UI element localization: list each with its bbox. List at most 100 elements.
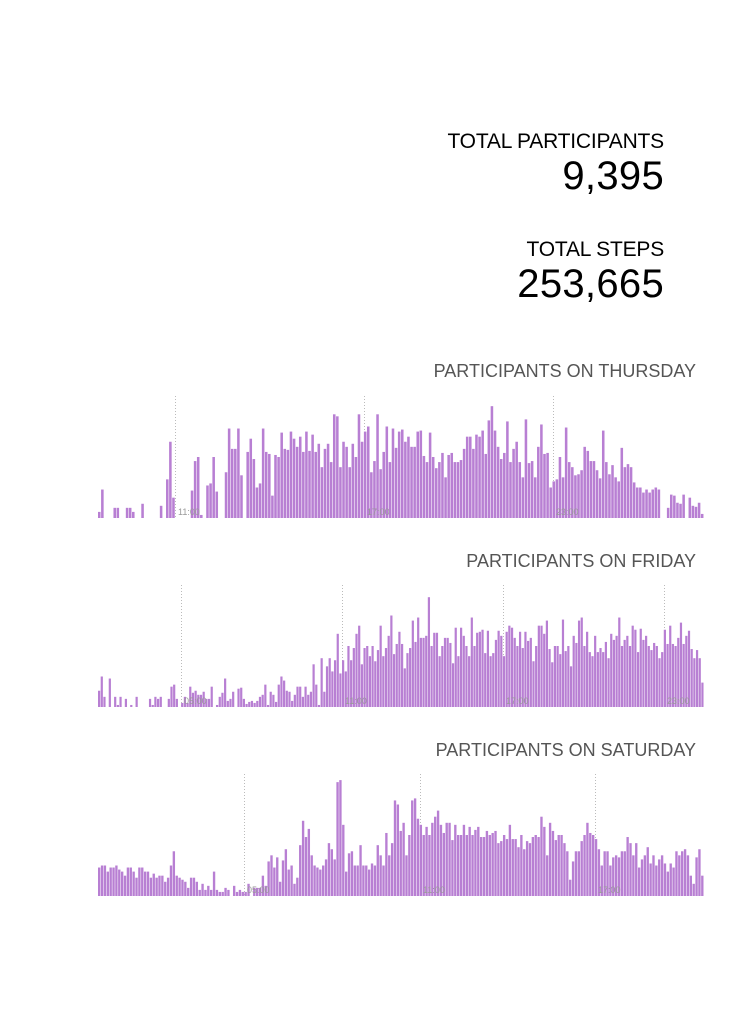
thursday-bar <box>571 467 574 518</box>
friday-bar <box>473 646 476 707</box>
thursday-bar <box>249 438 253 518</box>
friday-bar <box>556 646 559 707</box>
thursday-bar <box>688 497 692 518</box>
friday-bar <box>119 696 122 707</box>
friday-bar <box>505 631 508 707</box>
friday-bar <box>218 696 221 707</box>
total-steps-label: TOTAL STEPS <box>526 238 665 261</box>
thursday-bar <box>397 431 401 518</box>
friday-bar <box>202 691 205 707</box>
saturday-bar <box>554 840 558 896</box>
friday-bar <box>529 637 532 707</box>
thursday-bar <box>629 467 633 518</box>
thursday-bar <box>224 472 228 518</box>
saturday-bar <box>612 857 615 896</box>
saturday-bar <box>408 835 411 896</box>
thursday-bar <box>527 463 531 518</box>
thursday-bar <box>586 450 590 518</box>
thursday-bar <box>234 448 237 518</box>
friday-bar <box>323 691 326 707</box>
friday-bar <box>655 646 658 707</box>
friday-bar <box>285 690 288 707</box>
saturday-bar <box>411 800 414 896</box>
thursday-bar <box>289 431 293 518</box>
saturday-bar <box>370 863 374 896</box>
friday-bar <box>427 597 431 707</box>
saturday-bar <box>442 832 445 896</box>
friday-bar <box>532 661 535 707</box>
saturday-bar <box>267 861 270 896</box>
friday-bar <box>564 651 567 707</box>
saturday-bar <box>112 867 115 896</box>
saturday-bar <box>517 847 520 896</box>
saturday-bar <box>439 824 443 896</box>
friday-bar <box>419 637 422 707</box>
friday-bar <box>148 698 152 707</box>
friday-bar <box>497 630 500 707</box>
friday-bar <box>693 658 696 707</box>
friday-bar <box>476 632 479 707</box>
friday-bar <box>443 637 447 707</box>
saturday-bar <box>342 824 345 896</box>
saturday-bar <box>166 877 170 896</box>
friday-bar <box>325 666 329 707</box>
friday-bar <box>363 648 366 707</box>
friday-bar <box>553 646 557 707</box>
thursday-bar <box>363 431 367 518</box>
saturday-bar <box>546 855 549 896</box>
saturday-bar <box>367 869 371 896</box>
saturday-bar <box>316 867 319 896</box>
saturday-bar <box>520 835 523 896</box>
friday-tick-label: 11:00 <box>345 696 367 706</box>
thursday-bar <box>425 462 429 518</box>
friday-bar <box>580 617 583 707</box>
saturday-bar <box>158 875 161 896</box>
thursday-bar <box>617 481 620 518</box>
friday-bar <box>607 658 610 707</box>
saturday-bar <box>494 830 497 896</box>
saturday-bar <box>232 885 236 896</box>
saturday-bar <box>350 851 354 896</box>
friday-bar <box>315 684 318 707</box>
thursday-bar <box>518 462 522 518</box>
friday-bar <box>626 635 629 707</box>
thursday-bar <box>98 511 101 518</box>
friday-bar <box>103 696 106 707</box>
friday-bar <box>309 691 313 707</box>
saturday-bar <box>571 861 575 896</box>
thursday-bar <box>252 459 256 518</box>
saturday-bar <box>594 839 598 896</box>
thursday-chart-title: PARTICIPANTS ON THURSDAY <box>433 361 696 381</box>
thursday-bar <box>113 507 116 518</box>
saturday-bar <box>617 857 621 896</box>
thursday-bar <box>555 479 559 518</box>
friday-bar <box>366 646 369 707</box>
saturday-participants-chart: 05:00 11:00 17:00 <box>98 774 704 896</box>
friday-bar <box>215 704 219 707</box>
thursday-bar <box>503 452 506 518</box>
friday-bar <box>312 664 315 707</box>
saturday-bar <box>253 887 256 896</box>
thursday-bar <box>506 421 509 518</box>
saturday-bar <box>505 839 509 896</box>
thursday-bar <box>339 467 342 518</box>
friday-bar <box>307 694 310 707</box>
thursday-bar <box>196 457 200 518</box>
friday-bar <box>459 627 463 707</box>
friday-bar <box>368 656 372 707</box>
saturday-bar <box>462 824 466 896</box>
saturday-bar <box>692 883 695 896</box>
saturday-bar <box>658 859 661 896</box>
thursday-bar <box>673 495 676 518</box>
saturday-bar <box>413 798 417 896</box>
saturday-bar <box>534 835 537 896</box>
friday-bar <box>631 625 634 707</box>
friday-bar <box>430 646 433 707</box>
thursday-bar <box>326 443 330 518</box>
friday-bar <box>527 640 530 707</box>
saturday-bar <box>132 871 135 896</box>
thursday-bar <box>484 453 488 518</box>
saturday-bar <box>304 837 308 896</box>
friday-bar <box>358 625 361 707</box>
saturday-bar <box>207 885 210 896</box>
